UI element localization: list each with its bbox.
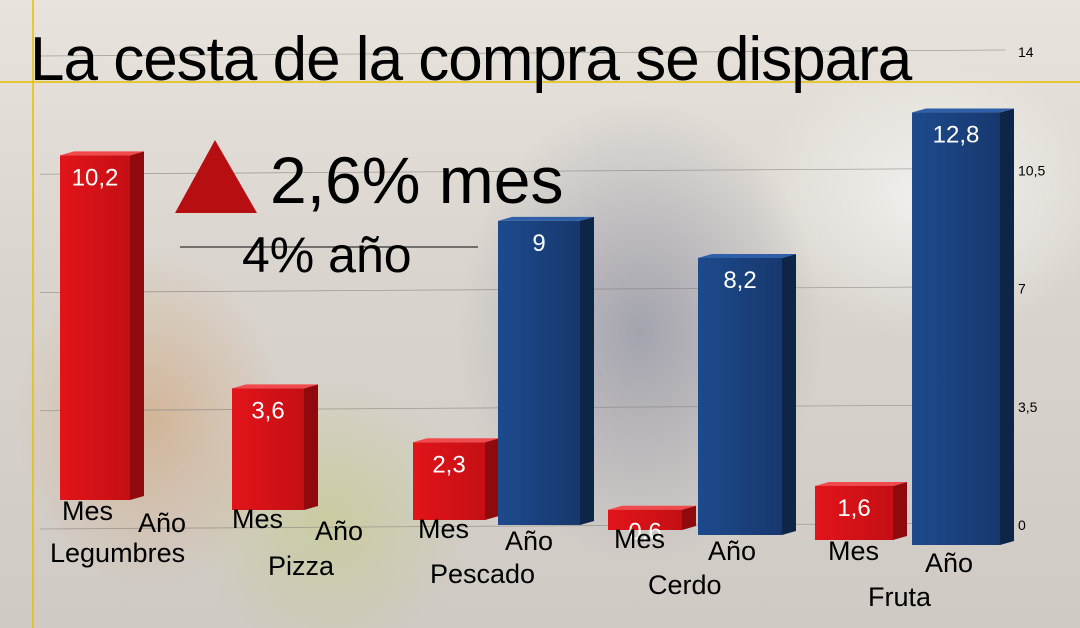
bar-value-label: 3,6 (251, 397, 284, 424)
y-tick-label: 14 (1018, 44, 1034, 60)
bar-mes (413, 442, 485, 520)
series-label-mes: Mes (232, 504, 283, 534)
bar-value-label: 9 (532, 230, 545, 257)
y-tick-label: 10,5 (1018, 162, 1045, 178)
gridline (39, 49, 1006, 57)
bar-ano (912, 112, 1000, 546)
bars: 10,2 3,6 2,3 9 0,6 8,2 1,6 12,8 (60, 108, 1014, 546)
bar-top (815, 481, 907, 486)
bar-value-label: 8,2 (723, 267, 756, 294)
bar-side (682, 505, 696, 530)
bar-side (304, 384, 318, 510)
series-label-mes: Mes (614, 524, 665, 554)
y-tick-label: 0 (1018, 517, 1026, 533)
series-label-mes: Mes (828, 536, 879, 566)
bar-value-label: 10,2 (72, 164, 119, 191)
y-tick-label: 7 (1018, 281, 1026, 297)
bar-value-label: 12,8 (933, 122, 980, 149)
category-label: Pescado (430, 559, 535, 589)
chart-title: La cesta de la compra se dispara (30, 25, 913, 94)
category-label: Legumbres (50, 538, 185, 568)
bar-value-label: 1,6 (837, 495, 870, 522)
series-label-ano: Año (315, 516, 363, 546)
bar-side (485, 438, 499, 520)
bar-top (608, 505, 696, 510)
bar-side (580, 216, 594, 525)
bar-side (1000, 108, 1014, 546)
up-triangle-icon (175, 140, 257, 213)
bar-mes (815, 485, 893, 540)
bar-top (60, 151, 144, 156)
bar-top (413, 438, 499, 443)
bar-top (912, 108, 1014, 113)
bar-ano (498, 220, 580, 525)
series-label-ano: Año (925, 548, 973, 578)
bar-top (698, 253, 796, 258)
bar-side (893, 481, 907, 540)
bar-value-label: 0,6 (628, 519, 661, 546)
series-label-ano: Año (138, 508, 186, 538)
y-tick-label: 3,5 (1018, 399, 1038, 415)
bar-mes (608, 509, 682, 530)
bar-top (232, 384, 318, 389)
series-label-ano: Año (708, 536, 756, 566)
bar-mes (60, 155, 130, 500)
y-axis-ticks: 0 3,5 7 10,5 14 (1018, 44, 1045, 533)
bar-mes (232, 388, 304, 510)
bar-top (498, 216, 594, 221)
bar-ano (698, 257, 782, 535)
series-label-mes: Mes (418, 514, 469, 544)
year-change-label: 4% año (242, 227, 412, 283)
month-change-label: 2,6% mes (270, 143, 563, 217)
series-label-ano: Año (505, 526, 553, 556)
bar-side (130, 151, 144, 500)
series-label-mes: Mes (62, 496, 113, 526)
category-label: Fruta (868, 582, 932, 612)
category-label: Cerdo (648, 570, 722, 600)
bar-value-label: 2,3 (432, 451, 465, 478)
category-label: Pizza (268, 551, 335, 581)
bar-side (782, 253, 796, 535)
